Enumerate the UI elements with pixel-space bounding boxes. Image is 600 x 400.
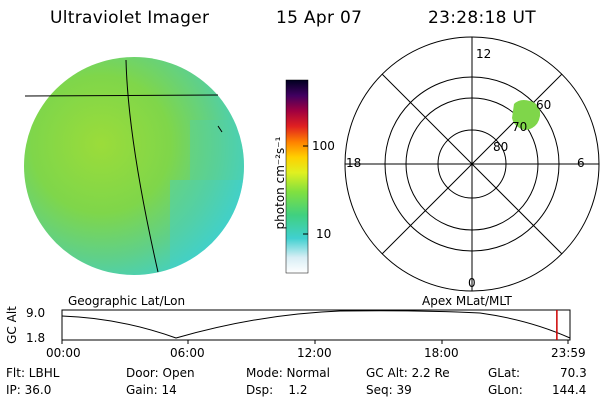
timeline-xtick-2359: 23:59 bbox=[551, 346, 586, 360]
mode-readout: Mode: Normal bbox=[246, 366, 330, 380]
geographic-caption: Geographic Lat/Lon bbox=[68, 294, 186, 308]
timeline-xtick-1800: 18:00 bbox=[424, 346, 459, 360]
gain-readout: Gain: 14 bbox=[126, 383, 177, 397]
glon-label: GLon: bbox=[488, 383, 523, 397]
dsp-readout: Dsp: 1.2 bbox=[246, 383, 308, 397]
polar-plot bbox=[344, 36, 600, 292]
instrument-title: Ultraviolet Imager bbox=[50, 8, 210, 28]
altitude-curve bbox=[61, 310, 571, 339]
latitude-line bbox=[24, 94, 219, 97]
mlat-label-70: 70 bbox=[512, 120, 528, 134]
longitude-line bbox=[125, 59, 159, 273]
mlt-label-0: 0 bbox=[468, 276, 476, 290]
aurora-spot bbox=[512, 100, 541, 130]
timeline-xtick-0000: 00:00 bbox=[46, 346, 81, 360]
timeline-ymin: 1.8 bbox=[26, 331, 46, 345]
colorbar-tick-label-100: 100 bbox=[312, 139, 335, 153]
timeline-xtick-1200: 12:00 bbox=[297, 346, 332, 360]
timeline-frame bbox=[61, 309, 571, 341]
glat-label: GLat: bbox=[488, 366, 521, 380]
mlt-label-18: 18 bbox=[346, 156, 362, 170]
seq-readout: Seq: 39 bbox=[366, 383, 412, 397]
gcalt-readout: GC Alt: 2.2 Re bbox=[366, 366, 450, 380]
mlat-label-80: 80 bbox=[493, 140, 509, 154]
observation-date: 15 Apr 07 bbox=[276, 8, 363, 28]
apex-caption: Apex MLat/MLT bbox=[422, 294, 512, 308]
door-readout: Door: Open bbox=[126, 366, 195, 380]
mlat-label-60: 60 bbox=[536, 98, 552, 112]
timeline-ylabel: GC Alt bbox=[5, 306, 19, 344]
colorbar-unit-label: photon cm⁻²s⁻¹ bbox=[273, 136, 287, 230]
mlt-label-6: 6 bbox=[577, 156, 585, 170]
timeline-xtick-0600: 06:00 bbox=[170, 346, 205, 360]
mlt-label-12: 12 bbox=[476, 47, 492, 61]
filter-readout: Flt: LBHL bbox=[6, 366, 60, 380]
timeline-ymax: 9.0 bbox=[26, 306, 46, 320]
coastline-mark bbox=[217, 125, 223, 133]
observation-time: 23:28:18 UT bbox=[428, 8, 536, 28]
glat-value: 70.3 bbox=[560, 366, 587, 380]
ip-readout: IP: 36.0 bbox=[6, 383, 52, 397]
colorbar-tick-label-10: 10 bbox=[316, 227, 332, 241]
glon-value: 144.4 bbox=[552, 383, 587, 397]
colorbar bbox=[285, 79, 309, 274]
